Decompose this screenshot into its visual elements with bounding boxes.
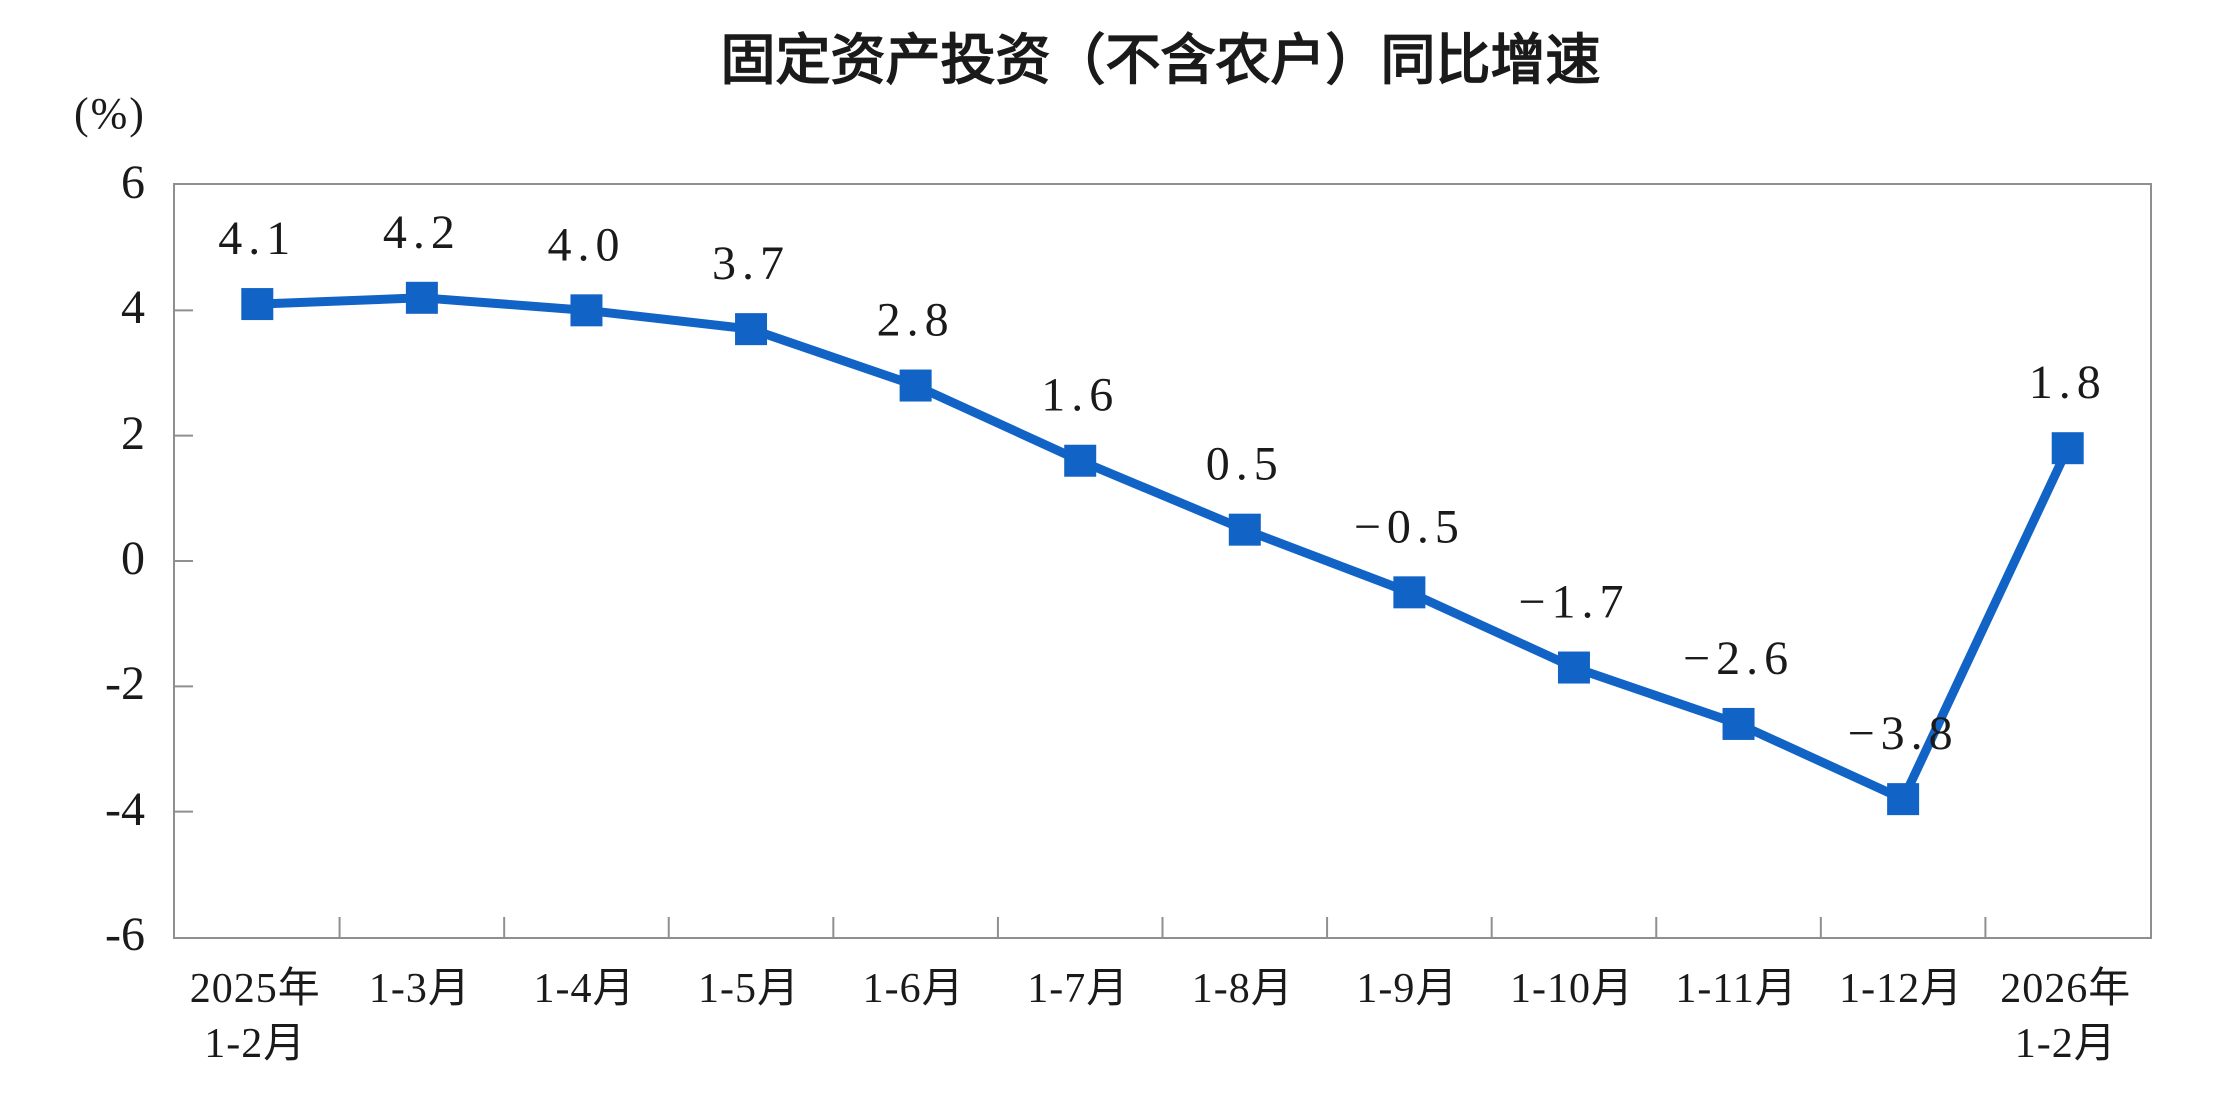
data-point-label: −3.8 bbox=[1848, 707, 1959, 760]
data-point-marker bbox=[1064, 444, 1097, 477]
data-point-label: −1.7 bbox=[1518, 576, 1629, 629]
data-point-marker bbox=[735, 313, 768, 346]
y-axis-label: 6 bbox=[121, 156, 145, 209]
data-point-marker bbox=[241, 288, 274, 321]
y-axis-label: 0 bbox=[121, 532, 145, 585]
x-axis-label: 1-7月 bbox=[1027, 966, 1130, 1012]
data-point-marker bbox=[1557, 651, 1590, 684]
y-axis-label: -2 bbox=[105, 657, 145, 711]
data-point-label: −2.6 bbox=[1683, 632, 1794, 685]
data-point-marker bbox=[1722, 707, 1755, 740]
y-axis-label: 4 bbox=[121, 281, 145, 335]
data-point-marker bbox=[1228, 513, 1261, 546]
plot-area: 4.1 4.2 4.0 3.7 2.8 1.6 0.5 −0.5 −1.7 −2.6 −3.8 1.8 bbox=[173, 183, 2152, 939]
x-axis-label: 1-8月 bbox=[1191, 966, 1294, 1012]
x-axis-label: 1-6月 bbox=[862, 966, 965, 1012]
x-axis-label: 1-9月 bbox=[1356, 966, 1459, 1012]
data-point-label: 0.5 bbox=[1206, 438, 1284, 491]
data-point-label: 4.2 bbox=[383, 206, 461, 259]
trend-line bbox=[257, 293, 2072, 804]
data-point-label: 3.7 bbox=[712, 237, 790, 290]
data-point-label: 2.8 bbox=[877, 294, 955, 347]
data-point-label: −0.5 bbox=[1354, 500, 1465, 553]
y-axis-label: 2 bbox=[121, 406, 145, 460]
data-point-label: 4.1 bbox=[218, 212, 296, 265]
x-axis-label: 1-12月 bbox=[1839, 966, 1964, 1012]
plot-svg: 4.1 4.2 4.0 3.7 2.8 1.6 0.5 −0.5 −1.7 −2.6 −3.8 1.8 bbox=[175, 206, 2107, 937]
data-point-marker bbox=[570, 294, 603, 327]
chart-title: 固定资产投资（不含农户）同比增速 bbox=[720, 29, 1601, 91]
x-axis-label: 1-10月 bbox=[1509, 966, 1634, 1012]
data-point-marker bbox=[1887, 783, 1920, 816]
x-axis-label: 2025年 1-2月 bbox=[189, 966, 321, 1067]
data-point-label: 4.0 bbox=[547, 218, 625, 271]
data-point-marker bbox=[899, 369, 932, 402]
x-axis-label: 1-5月 bbox=[698, 966, 801, 1012]
y-axis-unit-label: (%) bbox=[74, 89, 146, 138]
data-point-marker bbox=[405, 281, 438, 314]
data-point-marker bbox=[1393, 576, 1426, 609]
x-axis-label: 1-3月 bbox=[368, 966, 471, 1012]
y-axis-label: -6 bbox=[105, 908, 145, 961]
data-point-label: 1.6 bbox=[1041, 369, 1119, 422]
x-axis-label: 1-4月 bbox=[533, 966, 636, 1012]
data-point-marker bbox=[2051, 432, 2084, 465]
y-axis-label: -4 bbox=[105, 782, 145, 836]
x-axis-label: 2026年 1-2月 bbox=[2000, 966, 2132, 1067]
x-axis-label: 1-11月 bbox=[1675, 966, 1798, 1012]
data-point-label: 1.8 bbox=[2029, 356, 2107, 409]
